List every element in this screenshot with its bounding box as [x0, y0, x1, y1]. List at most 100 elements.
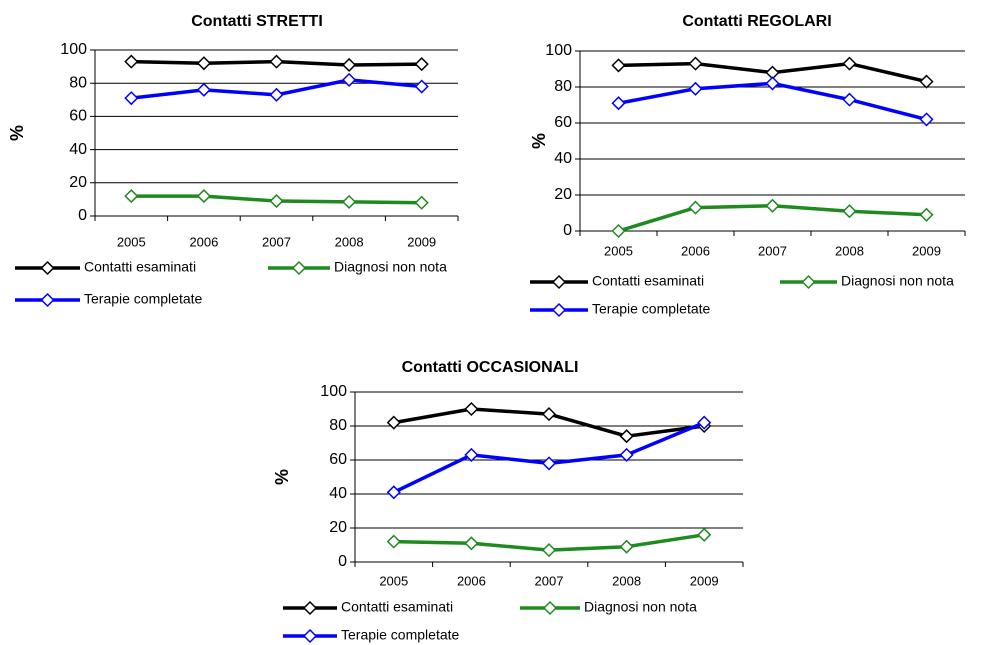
point [269, 193, 284, 209]
y-tick-label: 20 [329, 519, 347, 536]
point [765, 198, 780, 213]
legend-marker [40, 292, 55, 308]
legend-marker [551, 274, 567, 290]
y-tick-label: 20 [69, 174, 87, 191]
x-tick-label: 2008 [335, 234, 364, 249]
x-tick-label: 2009 [912, 243, 941, 258]
y-tick-label: 40 [554, 150, 572, 167]
x-tick-label: 2005 [117, 234, 146, 249]
point [619, 447, 634, 462]
y-tick-label: 80 [554, 78, 572, 95]
x-tick-label: 2009 [407, 234, 436, 249]
point [619, 539, 634, 554]
legend-label: Contatti esaminati [341, 599, 453, 615]
legend-marker [551, 302, 567, 318]
legend-label: Terapie completate [341, 627, 460, 643]
y-tick-label: 100 [545, 42, 572, 59]
point [688, 56, 703, 71]
legend-label: Diagnosi non nota [841, 273, 954, 289]
x-tick-label: 2009 [690, 573, 719, 588]
legend-label: Contatti esaminati [592, 273, 704, 289]
x-tick-label: 2007 [535, 573, 564, 588]
y-tick-label: 40 [69, 141, 87, 158]
point [842, 92, 857, 107]
y-tick-label: 80 [329, 417, 347, 434]
legend-label: Terapie completate [592, 301, 711, 317]
point [269, 87, 284, 102]
y-tick-label: 20 [554, 186, 572, 203]
y-tick-label: 60 [554, 114, 572, 131]
point [269, 54, 284, 69]
y-axis-label: % [529, 133, 549, 149]
legend-marker [542, 600, 558, 616]
x-tick-label: 2005 [604, 243, 633, 258]
x-tick-label: 2008 [835, 243, 864, 258]
point [386, 485, 401, 500]
point [342, 194, 357, 209]
point [414, 57, 429, 72]
point [386, 534, 401, 549]
legend-marker [291, 260, 307, 276]
point [196, 56, 211, 71]
point [688, 81, 703, 96]
legend-label: Diagnosi non nota [584, 599, 697, 615]
y-tick-label: 40 [329, 485, 347, 502]
point [196, 189, 211, 204]
x-tick-label: 2005 [379, 573, 408, 588]
y-tick-label: 0 [78, 207, 87, 224]
point [842, 56, 857, 71]
point [414, 195, 429, 210]
point [919, 112, 934, 127]
point [124, 91, 139, 106]
point [611, 223, 626, 239]
point [342, 72, 357, 87]
x-tick-label: 2006 [457, 573, 486, 588]
point [842, 204, 857, 219]
point [541, 456, 557, 471]
y-tick-label: 0 [563, 222, 572, 239]
point [342, 57, 357, 73]
point [464, 447, 479, 462]
point [541, 407, 557, 422]
point [124, 189, 139, 204]
chart-title: Contatti REGOLARI [682, 13, 831, 30]
x-tick-label: 2007 [262, 234, 291, 249]
point [414, 79, 429, 94]
y-tick-label: 100 [320, 383, 347, 400]
point [464, 536, 479, 551]
y-tick-label: 80 [69, 74, 87, 91]
point [124, 54, 139, 69]
y-tick-label: 60 [329, 451, 347, 468]
legend-label: Contatti esaminati [84, 259, 196, 275]
chart-title: Contatti STRETTI [191, 13, 323, 30]
x-tick-label: 2008 [612, 573, 641, 588]
chart-title: Contatti OCCASIONALI [402, 359, 579, 376]
point [386, 415, 401, 430]
legend-label: Diagnosi non nota [334, 259, 447, 275]
x-tick-label: 2006 [189, 234, 218, 249]
y-tick-label: 0 [338, 553, 347, 570]
y-axis-label: % [7, 125, 27, 141]
point [611, 96, 626, 111]
x-tick-label: 2006 [681, 243, 710, 258]
point [919, 207, 934, 222]
point [619, 429, 634, 444]
point [697, 415, 712, 430]
y-tick-label: 60 [69, 108, 87, 125]
legend-marker [302, 600, 318, 616]
point [697, 527, 712, 542]
point [765, 76, 780, 91]
point [464, 401, 479, 417]
point [196, 82, 211, 97]
y-axis-label: % [272, 469, 292, 485]
legend-label: Terapie completate [84, 291, 203, 307]
point [919, 74, 934, 89]
legend-marker [40, 260, 55, 276]
y-tick-label: 100 [60, 41, 87, 58]
legend-marker [302, 628, 318, 644]
point [611, 58, 626, 73]
point [541, 543, 557, 558]
legend-marker [801, 274, 816, 290]
point [688, 200, 703, 215]
